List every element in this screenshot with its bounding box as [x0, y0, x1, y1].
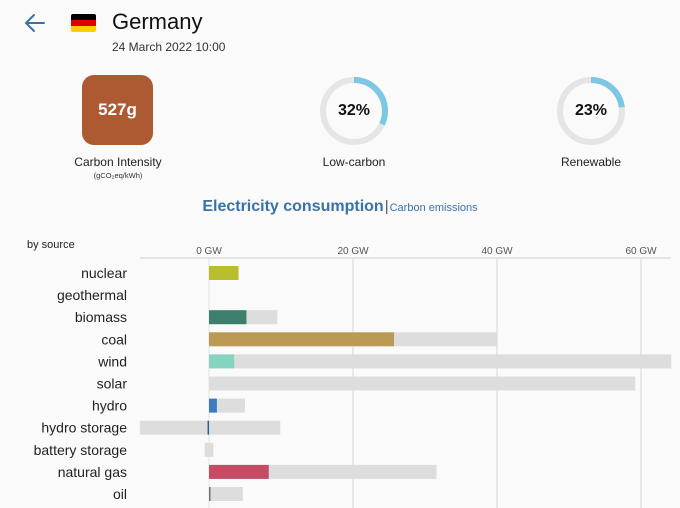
country-title: Germany: [112, 9, 203, 34]
flag-stripe-gold: [71, 26, 96, 32]
capacity-bar-battery-storage: [204, 442, 214, 457]
flag-stripe-red: [71, 20, 96, 26]
x-tick-label: 60 GW: [625, 246, 657, 257]
production-bar-coal: [209, 332, 395, 347]
carbon-intensity-value: 527g: [98, 100, 137, 119]
capacity-bar-solar: [209, 376, 636, 391]
by-source-label: by source: [27, 239, 75, 251]
flag-stripe-black: [71, 14, 96, 20]
carbon-emissions-tab[interactable]: Carbon emissions: [389, 202, 478, 214]
germany-flag-icon: [71, 14, 96, 32]
source-label-wind: wind: [97, 353, 127, 369]
carbon-intensity-label: Carbon Intensity: [74, 155, 162, 169]
x-tick-label: 20 GW: [337, 246, 369, 257]
datetime-label: 24 March 2022 10:00: [112, 40, 226, 54]
production-bar-wind: [209, 354, 235, 369]
mode-separator: |: [384, 198, 389, 215]
electricity-consumption-tab[interactable]: Electricity consumption: [202, 198, 384, 215]
carbon-intensity-unit: (gCO₂eq/kWh): [93, 171, 143, 180]
header: Germany 24 March 2022 10:00: [0, 0, 680, 60]
capacity-bar-oil: [209, 487, 243, 501]
source-label-natural-gas: natural gas: [58, 464, 127, 480]
source-label-geothermal: geothermal: [57, 287, 127, 303]
back-arrow-icon[interactable]: [22, 10, 48, 36]
production-bar-hydro: [209, 398, 217, 413]
mode-toggle: Electricity consumption|Carbon emissions: [0, 198, 680, 216]
source-label-oil: oil: [113, 486, 127, 502]
source-label-coal: coal: [101, 331, 127, 347]
low-carbon-label: Low-carbon: [322, 155, 386, 169]
production-bar-biomass: [209, 310, 247, 325]
low-carbon-ring: [320, 77, 388, 145]
source-bar-chart: 0 GW 20 GW 40 GW 60 GW nuclear geothermal biom…: [34, 246, 672, 508]
capacity-bar-hydro-storage: [139, 420, 281, 435]
kpi-row: 527g Carbon Intensity (gCO₂eq/kWh) 32% L…: [0, 70, 680, 190]
x-tick-label: 40 GW: [481, 246, 513, 257]
production-bar-natural-gas: [209, 464, 269, 479]
production-bar-hydro-storage: [207, 420, 210, 435]
source-label-hydro: hydro: [92, 398, 127, 414]
production-bar-nuclear: [209, 266, 239, 280]
renewable-label: Renewable: [560, 155, 622, 169]
low-carbon-value: 32%: [337, 102, 371, 119]
low-carbon-donut: 32%: [318, 75, 390, 147]
source-label-solar: solar: [97, 376, 128, 392]
renewable-value: 23%: [574, 102, 608, 119]
production-bar-oil: [209, 487, 211, 501]
source-label-hydro-storage: hydro storage: [41, 420, 127, 436]
capacity-bar-wind: [209, 354, 672, 369]
source-label-battery-storage: battery storage: [34, 442, 128, 458]
renewable-donut: 23%: [555, 75, 627, 147]
x-tick-label: 0 GW: [196, 246, 222, 257]
source-label-biomass: biomass: [75, 309, 127, 325]
source-chart: 0 GW 20 GW 40 GW 60 GW nuclear geothermal biom…: [0, 238, 680, 508]
renewable-ring: [557, 77, 625, 145]
source-label-nuclear: nuclear: [81, 265, 127, 281]
carbon-intensity-badge: 527g: [82, 75, 153, 145]
capacity-bar-hydro: [209, 398, 245, 413]
